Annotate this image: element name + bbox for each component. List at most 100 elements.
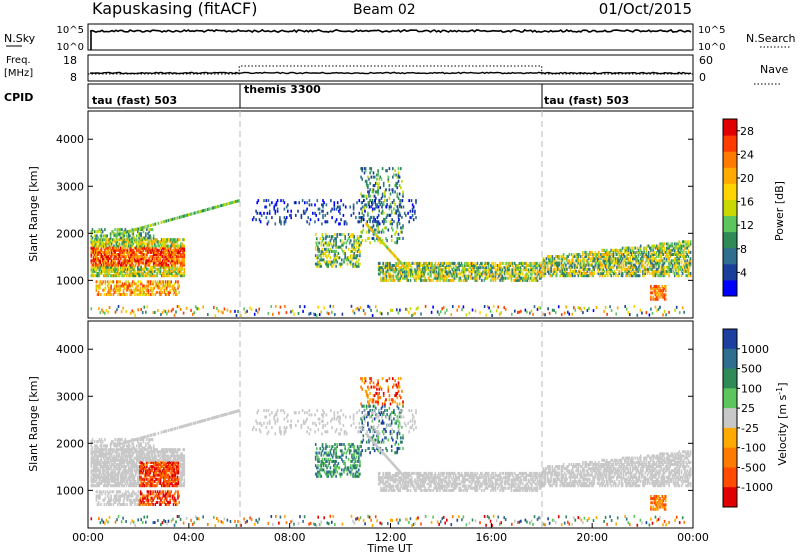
power-cell [485,314,487,317]
power-cell [385,220,387,223]
power-cell [457,309,459,312]
power-cell [216,307,218,310]
power-cell [637,314,639,317]
power-cell [97,237,99,240]
power-cell [437,310,439,313]
power-cell [375,305,377,308]
power-cell [311,203,313,206]
power-cell [383,212,385,215]
power-cell [389,188,391,191]
power-cell [401,231,403,234]
power-cell [378,182,380,185]
cpid-mode-2: themis 3300 [244,83,321,96]
power-cell [544,313,546,316]
power-cell [665,285,667,288]
power-cell [319,208,321,211]
power-cell [271,305,273,308]
power-cell [396,308,398,311]
power-cell [466,313,468,316]
power-cell [378,210,380,213]
power-cell [130,312,132,315]
power-cell [116,308,118,311]
power-cell [118,305,120,308]
power-cell [359,220,361,223]
power-cell [94,230,96,233]
power-cell [367,184,369,187]
power-cell [284,208,286,211]
power-cell [163,309,165,312]
power-cell [369,188,371,191]
power-cell [361,216,363,219]
power-cell [327,212,329,215]
power-cell [269,203,271,206]
power-cell [271,201,273,204]
power-cell [339,256,341,259]
power-cell [100,293,102,296]
power-cell [441,307,443,310]
freq-tick-bottom: 8 [70,71,77,84]
power-cell [363,199,365,202]
power-cell [338,252,340,255]
power-colorbar-segment [723,232,737,249]
power-cell [646,311,648,314]
power-cell [341,258,343,261]
power-cell [107,311,109,314]
power-cell [266,216,268,219]
power-cell [392,167,394,170]
power-cell [472,309,474,312]
power-cell [573,306,575,309]
power-cell [572,313,574,316]
power-cell [564,312,566,315]
power-cell [361,201,363,204]
power-cell [389,214,391,217]
power-cell [133,311,135,314]
power-cell [310,312,312,315]
power-cell [665,293,667,296]
power-cell [351,305,353,308]
power-cell [277,199,279,202]
power-cell [413,262,415,265]
power-colorbar-tick-label: 12 [740,219,754,232]
power-cell [668,311,670,314]
power-cell [198,307,200,310]
power-cell [393,220,395,223]
power-cell [665,313,667,316]
power-cell [183,312,185,315]
power-cell [114,228,116,231]
power-cell [126,293,128,296]
power-cell [368,178,370,181]
power-cell [336,261,338,264]
power-cell [175,217,177,220]
power-cell [381,206,383,209]
power-cell [389,184,391,187]
power-cell [297,210,299,213]
power-cell [367,305,369,308]
power-cell [133,229,135,232]
power-cell [679,311,681,314]
power-cell [335,265,337,268]
power-cell [280,306,282,309]
power-cell [438,313,440,316]
power-cell [378,206,380,209]
power-cell [413,218,415,221]
power-cell [490,310,492,313]
power-cell [350,254,352,257]
power-cell [102,280,104,283]
power-cell [121,310,123,313]
power-cell [383,220,385,223]
power-cell [410,307,412,310]
power-cell [412,270,414,273]
power-cell [493,273,495,276]
power-cell [136,234,138,237]
freq-series-line [90,72,691,73]
power-cell [379,312,381,315]
power-cell [605,306,607,309]
power-cell [144,306,146,309]
power-cell [626,308,628,311]
power-cell [137,227,139,230]
power-cell [137,308,139,311]
power-cell [403,206,405,209]
power-cell [318,242,320,245]
power-cell [253,216,255,219]
power-cell [195,305,197,308]
